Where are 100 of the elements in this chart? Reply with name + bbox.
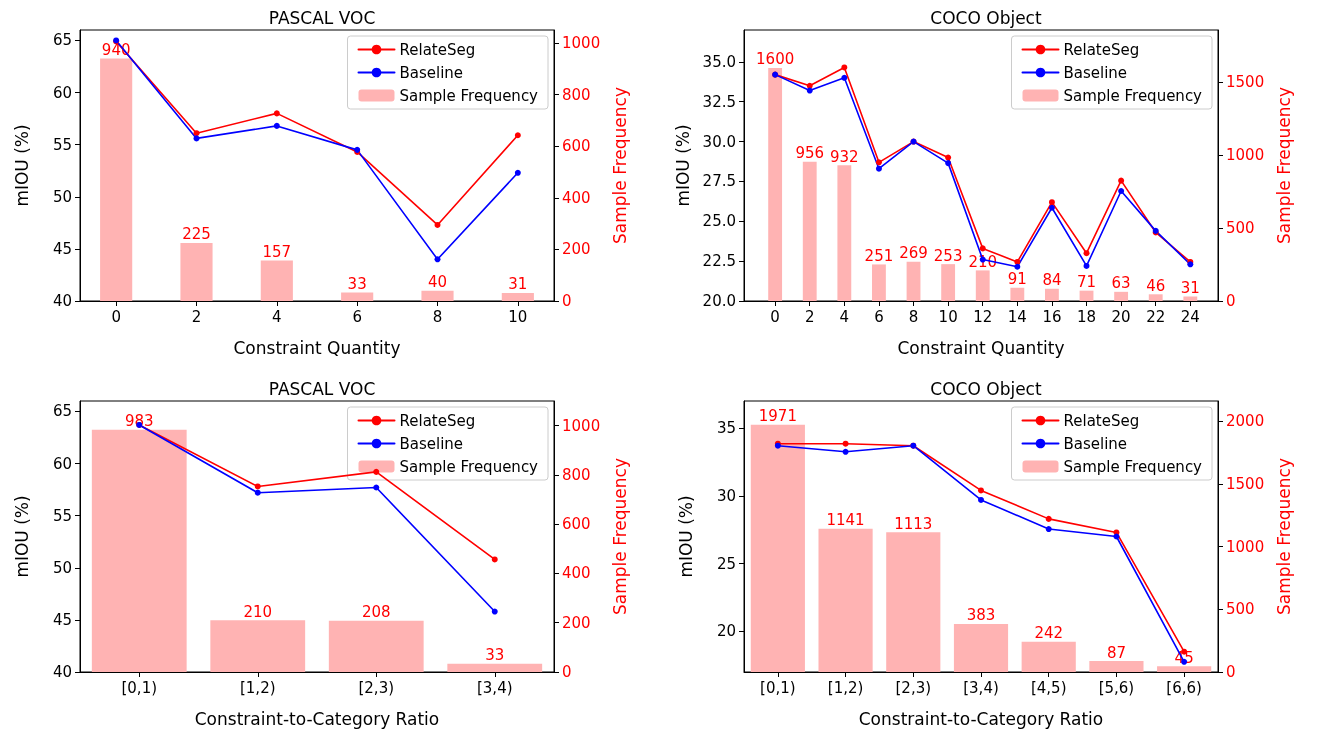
y2-tick-label: 1000 [1226,537,1265,556]
x-tick-label: [2,3) [895,678,932,697]
legend-label: RelateSeg [399,40,476,59]
legend-label: Sample Frequency [1063,457,1203,476]
data-label: 46 [1146,276,1166,295]
data-label: 253 [933,246,963,265]
y2-tick-label: 0 [1226,292,1236,310]
y-tick-label: 27.5 [702,172,736,191]
data-label: 242 [1034,624,1064,643]
y2-tick-label: 600 [562,515,591,534]
y-tick-label: 20 [716,622,736,641]
legend-label: Sample Frequency [1063,86,1203,105]
x-tick-label: [4,5) [1030,678,1067,697]
x-tick-label: 4 [272,307,282,326]
data-label: 63 [1111,274,1131,293]
y2-tick-label: 0 [562,292,572,310]
y-axis-title: mIOU (%) [11,124,32,207]
x-tick-label: 22 [1146,307,1166,326]
x-tick-label: 10 [508,307,528,326]
data-label: 1141 [826,511,865,530]
y2-tick-label: 0 [562,663,572,681]
data-label: 251 [864,246,894,265]
x-tick-label: 2 [804,307,815,326]
data-label: 210 [243,602,273,621]
y2-tick-label: 1000 [1226,146,1265,165]
x-axis-title: Constraint-to-Category Ratio [194,708,440,729]
y2-tick-label: 1000 [562,33,601,52]
x-tick-label: 12 [973,307,993,326]
y-tick-label: 60 [52,454,72,473]
data-label: 269 [899,244,928,263]
legend-label: Baseline [1063,434,1128,453]
chart-title: PASCAL VOC [268,7,376,28]
x-tick-label: [3,4) [476,678,513,697]
x-tick-label: [0,1) [760,678,796,697]
y-tick-label: 65 [52,31,72,50]
y2-tick-label: 1000 [562,416,601,435]
y-tick-label: 20.0 [702,292,736,310]
y2-axis-title: Sample Frequency [609,87,630,244]
y-tick-label: 45 [52,239,72,258]
x-tick-label: 8 [908,307,919,326]
x-tick-label: 2 [191,307,202,326]
data-label: 33 [347,274,367,293]
y2-tick-label: 200 [562,613,591,632]
y-tick-label: 65 [52,402,72,421]
legend-label: RelateSeg [1063,40,1140,59]
y-tick-label: 32.5 [702,92,736,111]
legend-label: Baseline [399,434,464,453]
x-tick-label: [3,4) [963,678,999,697]
data-label: 1113 [894,514,933,533]
data-label: 383 [966,606,996,625]
y2-tick-label: 400 [562,188,591,207]
y2-tick-label: 1500 [1226,474,1265,493]
data-label: 31 [508,275,528,294]
y2-axis-title: Sample Frequency [609,458,630,615]
data-label: 33 [485,646,505,665]
y-tick-label: 25.0 [702,212,736,231]
y-tick-label: 25 [716,554,736,573]
y2-tick-label: 200 [562,240,591,259]
data-label: 225 [182,225,211,244]
chart-title: COCO Object [930,7,1042,28]
y-tick-label: 55 [52,506,72,525]
x-tick-label: [6,6) [1166,678,1202,697]
data-label: 84 [1042,271,1062,290]
y-tick-label: 50 [52,187,72,206]
y2-tick-label: 500 [1226,219,1255,238]
data-label: 932 [830,147,859,166]
y-tick-label: 30 [716,486,736,505]
y-tick-label: 55 [52,135,72,154]
x-tick-label: [1,2) [239,678,276,697]
x-tick-label: [1,2) [827,678,864,697]
x-tick-label: 16 [1042,307,1062,326]
y2-tick-label: 400 [562,564,591,583]
y-axis-title: mIOU (%) [11,495,32,578]
x-tick-label: 10 [938,307,958,326]
y2-tick-label: 600 [562,137,591,156]
data-label: 87 [1106,643,1126,662]
y-tick-label: 40 [52,292,72,310]
data-label: 91 [1007,270,1027,289]
y2-tick-label: 800 [562,465,591,484]
x-axis-title: Constraint Quantity [897,337,1065,358]
x-tick-label: 0 [111,307,121,326]
chart-title: PASCAL VOC [268,378,376,399]
x-tick-label: 6 [352,307,362,326]
y-tick-label: 35.0 [702,52,736,71]
x-tick-label: 0 [770,307,780,326]
x-tick-label: [5,6) [1098,678,1135,697]
y2-axis-title: Sample Frequency [1273,458,1294,615]
y2-tick-label: 1500 [1226,73,1265,92]
data-label: 956 [795,144,825,163]
data-label: 157 [262,242,292,261]
x-tick-label: 8 [432,307,443,326]
x-tick-label: [0,1) [121,678,158,697]
data-label: 1971 [758,407,797,426]
x-axis-title: Constraint-to-Category Ratio [858,708,1104,729]
y-axis-title: mIOU (%) [673,124,694,207]
y2-axis-title: Sample Frequency [1273,87,1294,244]
x-tick-label: 20 [1111,307,1131,326]
data-label: 71 [1076,273,1097,292]
x-tick-label: 4 [839,307,850,326]
y-axis-title: mIOU (%) [675,495,696,578]
